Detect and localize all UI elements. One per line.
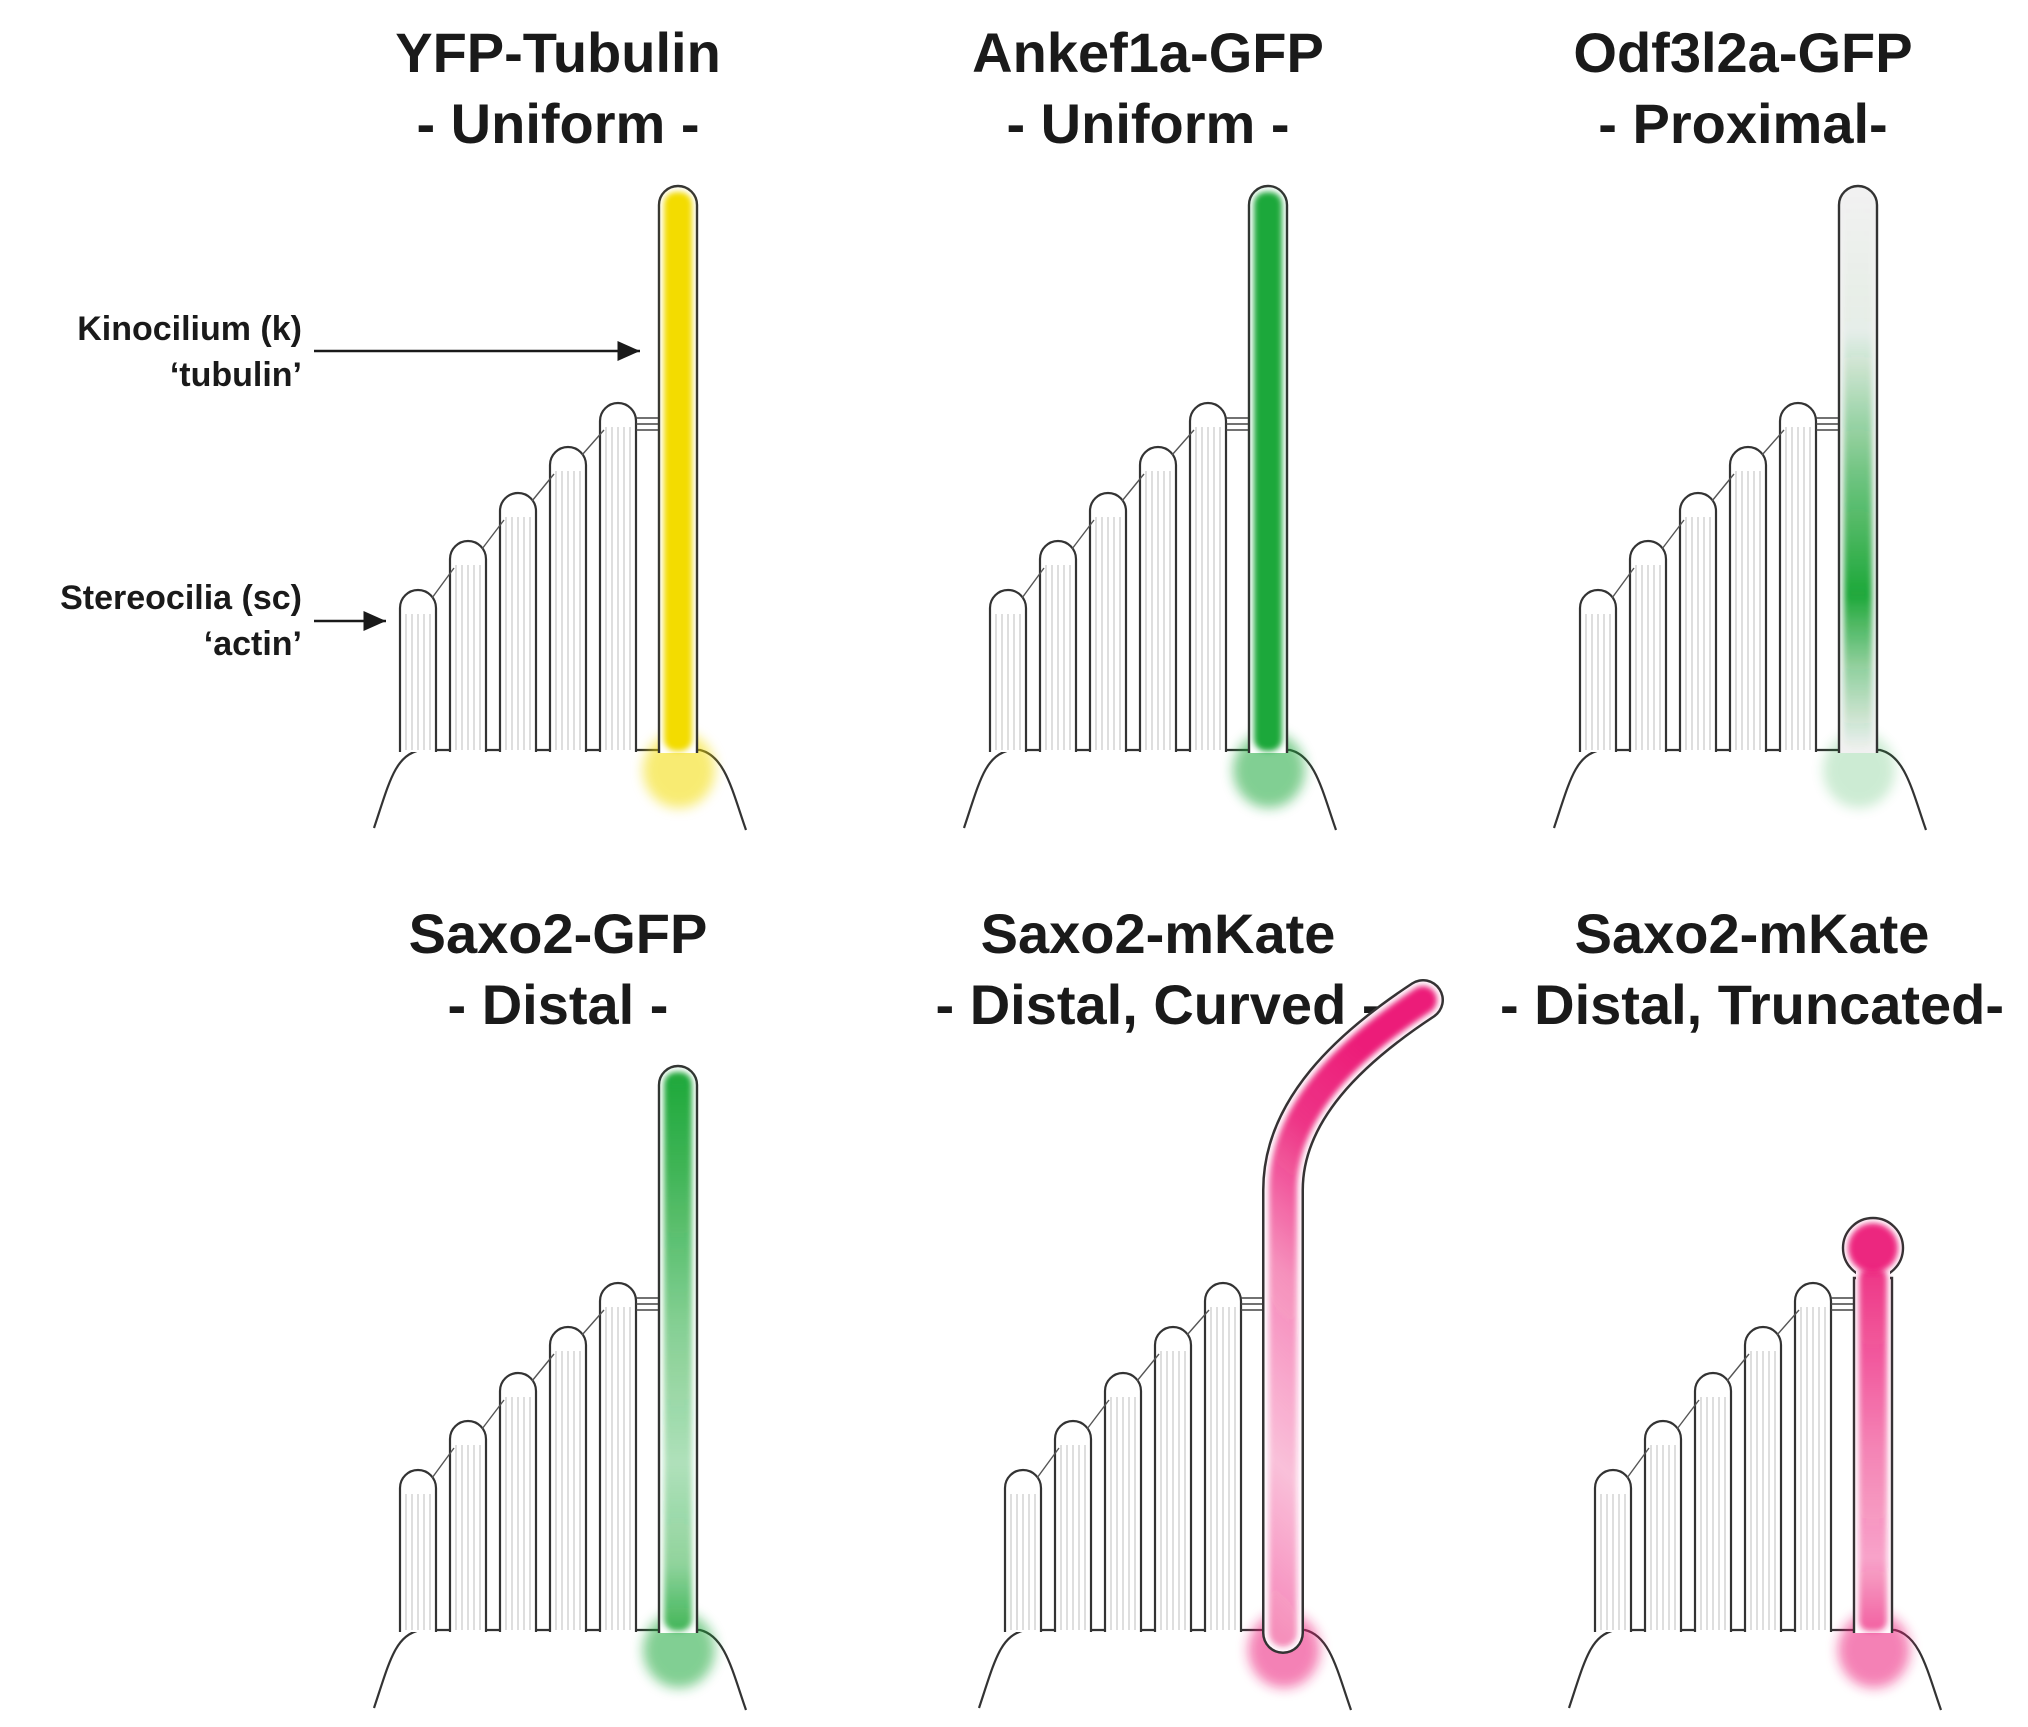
panel-1-title: YFP-Tubulin bbox=[395, 21, 721, 84]
tip-link bbox=[1121, 473, 1145, 502]
tip-link bbox=[1626, 1447, 1650, 1479]
panel-3-subtitle: - Proximal- bbox=[1598, 92, 1887, 155]
kinocilium-signal bbox=[1254, 192, 1282, 751]
panel-3-title: Odf3l2a-GFP bbox=[1573, 21, 1912, 84]
panel-2-subtitle: - Uniform - bbox=[1006, 92, 1289, 155]
stereocilia-label: Stereocilia (sc) bbox=[60, 579, 302, 617]
panel-6-title: Saxo2-mKate bbox=[1575, 902, 1930, 965]
tip-link bbox=[1071, 519, 1095, 550]
tip-link bbox=[1171, 429, 1195, 456]
kinocilium-signal bbox=[1859, 1268, 1887, 1631]
tip-link bbox=[1136, 1353, 1160, 1382]
tip-link bbox=[1661, 519, 1685, 550]
panel-4-subtitle: - Distal - bbox=[448, 973, 669, 1036]
kinocilium-bulb-signal bbox=[1848, 1223, 1898, 1273]
kinocilium-signal bbox=[1269, 986, 1437, 1647]
tip-link bbox=[531, 473, 555, 502]
kinocilium-sublabel: ‘tubulin’ bbox=[170, 356, 302, 394]
panel-5-subtitle: - Distal, Curved - bbox=[936, 973, 1381, 1036]
tip-link bbox=[1036, 1447, 1060, 1479]
tip-link bbox=[1611, 567, 1635, 599]
hair-cell-panel-3 bbox=[1552, 184, 1928, 831]
tip-link bbox=[1711, 473, 1735, 502]
hair-cell-panel-5 bbox=[977, 979, 1444, 1711]
tip-link bbox=[1676, 1399, 1700, 1430]
kinocilium-signal bbox=[664, 192, 692, 751]
tip-link bbox=[431, 567, 455, 599]
kinocilium-label: Kinocilium (k) bbox=[77, 310, 302, 348]
tip-link bbox=[431, 1447, 455, 1479]
hair-cell-panel-2 bbox=[962, 184, 1338, 831]
hair-cell-panel-1 bbox=[372, 184, 748, 831]
kinocilium-signal bbox=[1844, 192, 1872, 751]
stereocilia-sublabel: ‘actin’ bbox=[204, 625, 302, 663]
panel-2-title: Ankef1a-GFP bbox=[972, 21, 1324, 84]
tip-link bbox=[1761, 429, 1785, 456]
hair-cell-panel-4 bbox=[372, 1064, 748, 1711]
kinocilium-signal bbox=[664, 1072, 692, 1631]
tip-link bbox=[531, 1353, 555, 1382]
tip-link bbox=[1776, 1309, 1800, 1336]
tip-link bbox=[581, 1309, 605, 1336]
tip-link bbox=[481, 1399, 505, 1430]
hair-cell-panel-6 bbox=[1567, 1216, 1943, 1711]
tip-link bbox=[1086, 1399, 1110, 1430]
tip-link bbox=[1186, 1309, 1210, 1336]
panel-5-title: Saxo2-mKate bbox=[981, 902, 1336, 965]
tip-link bbox=[481, 519, 505, 550]
tip-link bbox=[581, 429, 605, 456]
tip-link bbox=[1726, 1353, 1750, 1382]
tip-link bbox=[1021, 567, 1045, 599]
panel-1-subtitle: - Uniform - bbox=[416, 92, 699, 155]
panel-4-title: Saxo2-GFP bbox=[409, 902, 708, 965]
panel-6-subtitle: - Distal, Truncated- bbox=[1500, 973, 2004, 1036]
